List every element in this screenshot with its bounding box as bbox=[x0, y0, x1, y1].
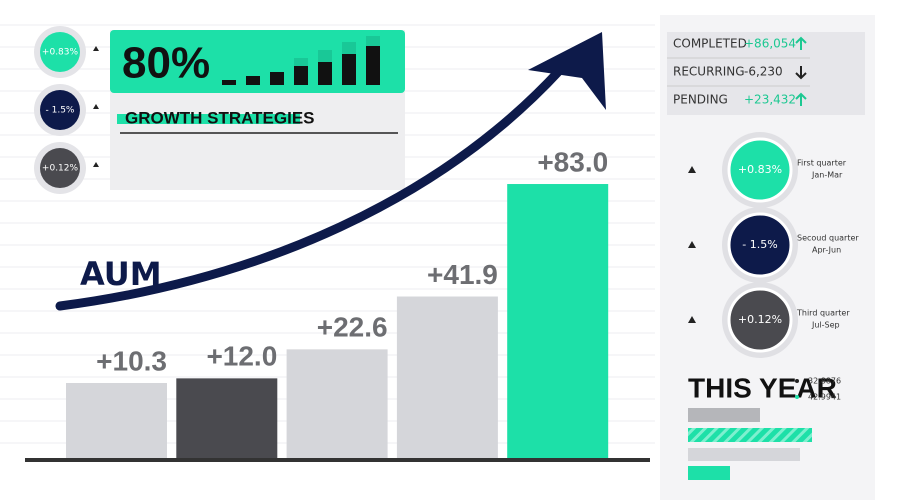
arrow-up bbox=[795, 36, 807, 50]
bar bbox=[176, 378, 278, 460]
quarter-value: +0.12% bbox=[738, 313, 782, 326]
quarter-period: Apr-Jun bbox=[812, 246, 841, 255]
left-badges: +0.83% - 1.5% +0.12% bbox=[34, 26, 99, 194]
mini-bar-tops bbox=[294, 36, 380, 66]
deco-bar bbox=[688, 448, 800, 461]
triangle bbox=[93, 162, 99, 167]
quarter-name: First quarter bbox=[797, 159, 847, 168]
quarter-badge bbox=[727, 212, 793, 278]
this-year-item: 42.9941 bbox=[808, 393, 841, 402]
stat-arrows bbox=[795, 36, 807, 106]
stats-box bbox=[667, 32, 865, 115]
header-label: GROWTH STRATEGIES bbox=[125, 108, 315, 127]
badge-text: - 1.5% bbox=[46, 106, 75, 116]
stat-label: PENDING bbox=[673, 93, 728, 107]
label-highlight bbox=[117, 114, 300, 124]
bar bbox=[66, 383, 167, 460]
triangle bbox=[93, 46, 99, 51]
badge bbox=[40, 90, 80, 130]
arrow-head bbox=[528, 32, 606, 110]
stat-value: +86,054 bbox=[744, 37, 796, 51]
bar-label: +22.6 bbox=[317, 312, 388, 343]
legend-dot bbox=[795, 379, 799, 383]
bar-label: +12.0 bbox=[206, 341, 277, 372]
triangle bbox=[688, 241, 696, 248]
deco-bar bbox=[688, 428, 812, 442]
quarter-name: Third quarter bbox=[796, 309, 850, 318]
quarter-badge bbox=[727, 287, 793, 353]
header-value: 80% bbox=[122, 39, 210, 88]
badge-text: +0.12% bbox=[42, 164, 79, 174]
quarter-period: Jul-Sep bbox=[811, 321, 840, 330]
bar bbox=[286, 349, 388, 460]
this-year-item: 32.8876 bbox=[808, 377, 841, 386]
badge bbox=[40, 32, 80, 72]
deco-bar bbox=[688, 408, 760, 422]
triangle bbox=[93, 104, 99, 109]
legend-dot bbox=[795, 395, 799, 399]
stat-value: -6,230 bbox=[744, 65, 783, 79]
aum-bars: +10.3 +12.0 +22.6 +41.9 +83.0 bbox=[66, 146, 609, 461]
stat-label: RECURRING bbox=[673, 65, 745, 79]
stat-value: +23,432 bbox=[744, 93, 796, 107]
bar-label: +41.9 bbox=[427, 259, 498, 290]
quarter-badge bbox=[727, 137, 793, 203]
bar bbox=[507, 184, 609, 461]
growth-arrow bbox=[55, 65, 565, 311]
badge-text: +0.83% bbox=[42, 48, 79, 58]
quarter-period: Jan-Mar bbox=[811, 171, 843, 180]
arrow-down bbox=[795, 66, 807, 80]
badge bbox=[40, 148, 80, 188]
quarter-name: Secoud quarter bbox=[797, 234, 859, 243]
stats: COMPLETED +86,054 RECURRING -6,230 PENDI… bbox=[673, 37, 796, 107]
bar-label: +10.3 bbox=[96, 345, 167, 376]
quarters: +0.83% First quarter Jan-Mar - 1.5% Secoud q… bbox=[688, 132, 859, 358]
bar bbox=[396, 296, 498, 460]
mini-bars bbox=[222, 46, 380, 85]
quarter-value: +0.83% bbox=[738, 163, 782, 176]
deco-bar bbox=[688, 466, 730, 480]
triangle bbox=[688, 316, 696, 323]
triangle bbox=[688, 166, 696, 173]
bar-label: +83.0 bbox=[537, 146, 608, 177]
aum-label: AUM bbox=[80, 255, 162, 293]
this-year-title: THIS YEAR bbox=[688, 372, 837, 403]
arrow-up bbox=[795, 92, 807, 106]
stat-label: COMPLETED bbox=[673, 37, 747, 51]
quarter-value: - 1.5% bbox=[742, 238, 777, 251]
